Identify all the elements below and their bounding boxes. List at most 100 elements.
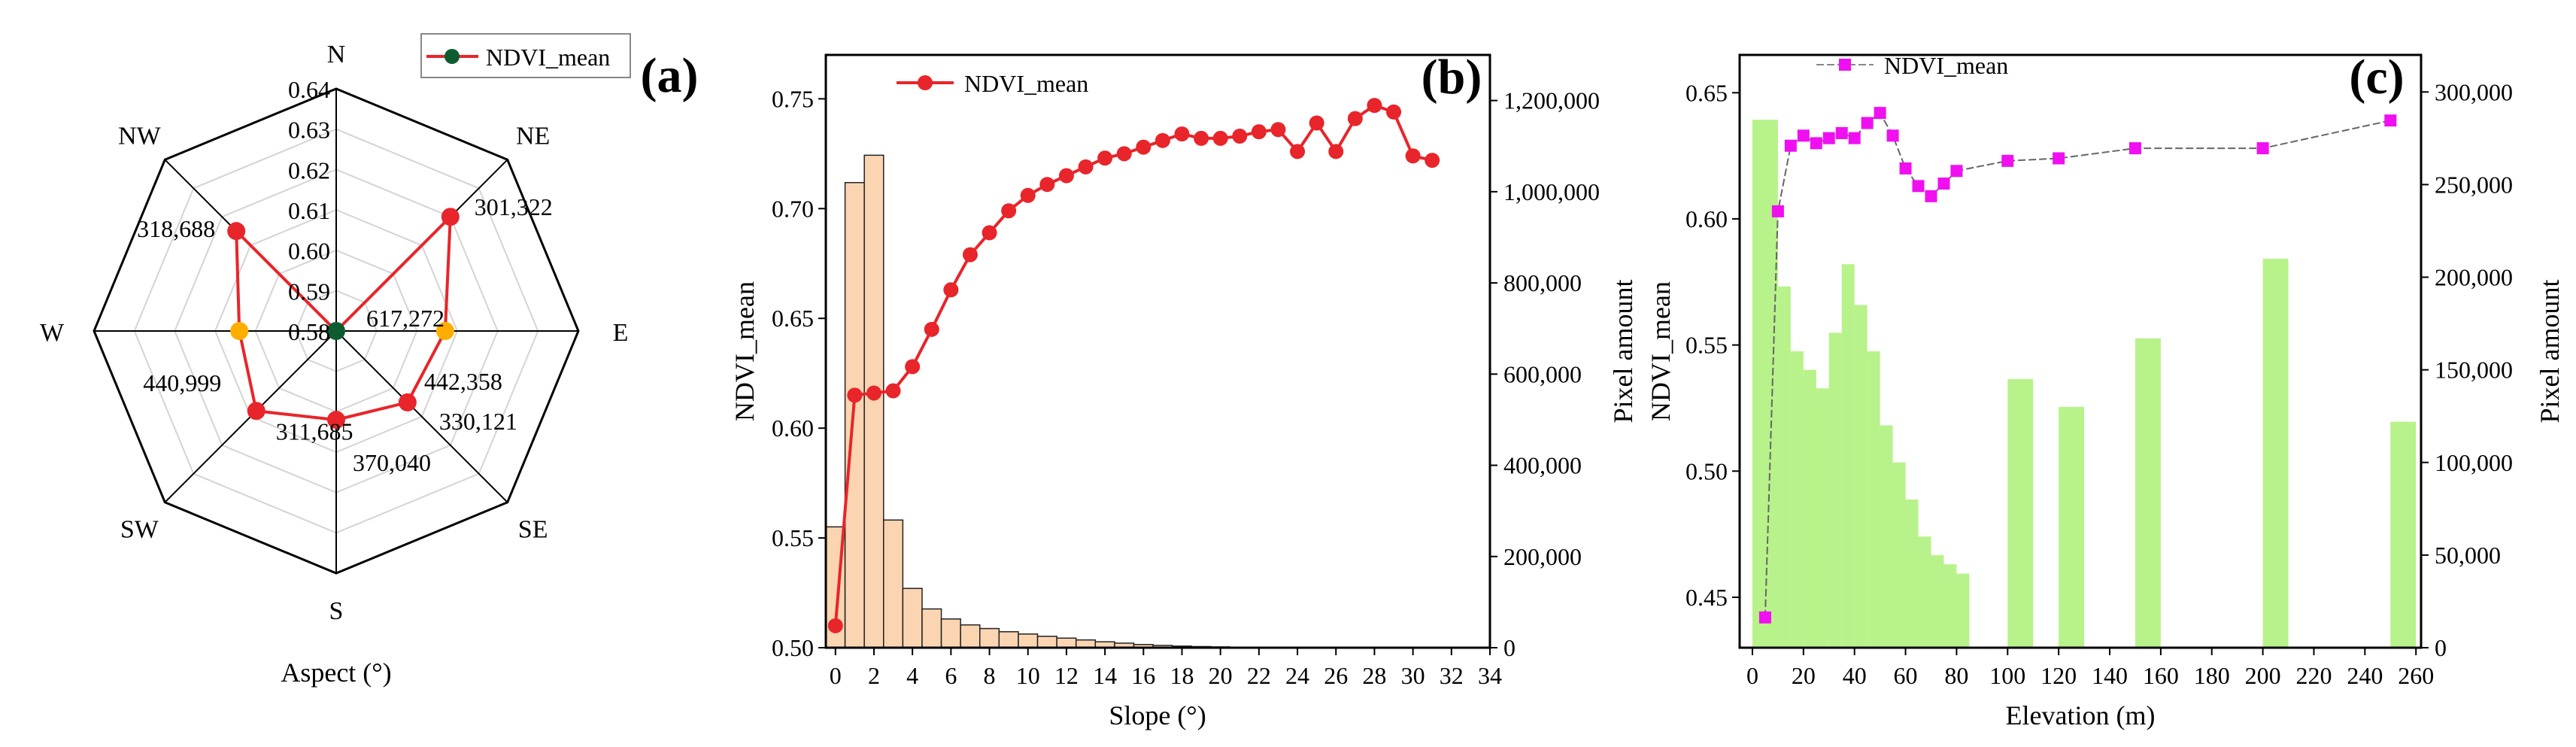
radar-panel: N NE E SE S SW W NW 0.58 0.59 0.60 0.61 0.62 0.63 0.6… <box>40 33 699 688</box>
b-x-tick-label: 4 <box>906 662 918 689</box>
c-x-tick-label: 200 <box>2245 662 2281 689</box>
c-point <box>1937 178 1950 190</box>
slope-ndvi-points <box>827 98 1440 633</box>
radar-pixel-label-nw: 318,688 <box>137 215 215 242</box>
c-point <box>1822 132 1835 144</box>
slope-ylabel-right: Pixel amount <box>1608 280 1638 424</box>
radar-legend-marker <box>445 49 460 64</box>
c-bar <box>1918 536 1931 648</box>
b-x-tick-label: 28 <box>1362 662 1386 689</box>
b-x-tick-label: 10 <box>1016 662 1040 689</box>
b-x-tick-label: 14 <box>1093 662 1117 689</box>
b-bar <box>960 624 981 648</box>
c-bar <box>1752 120 1778 648</box>
b-y-right-tick-label: 1,000,000 <box>1503 178 1600 205</box>
c-y-left-tick-label: 0.60 <box>1685 205 1728 232</box>
c-y-right-tick-label: 0 <box>2435 634 2447 661</box>
slope-y-left-ticks: 0.50 0.55 0.60 0.65 0.70 0.75 <box>772 85 826 661</box>
c-point <box>1899 162 1912 175</box>
c-point <box>1835 126 1848 139</box>
b-point <box>1328 144 1344 159</box>
slope-panel-label: (b) <box>1422 50 1482 105</box>
c-point <box>1848 132 1861 144</box>
b-bar <box>1018 633 1039 648</box>
radar-spoke <box>335 330 508 503</box>
c-bar <box>1790 351 1804 648</box>
b-point <box>1039 177 1055 193</box>
b-point <box>1212 130 1228 146</box>
radar-tick-labels: 0.58 0.59 0.60 0.61 0.62 0.63 0.64 <box>288 76 330 345</box>
b-bar <box>921 608 942 648</box>
b-point <box>1001 203 1017 219</box>
c-bar <box>1841 264 1855 648</box>
elevation-ylabel-right: Pixel amount <box>2535 280 2565 424</box>
slope-y-right-ticks: 0 200,000 400,000 600,000 800,000 1,000,000 1,… <box>1490 87 1600 661</box>
b-bar <box>940 618 961 648</box>
c-bar <box>1956 573 1970 648</box>
elevation-panel-label: (c) <box>2349 50 2404 105</box>
c-bar <box>1892 462 1906 648</box>
c-point <box>1797 129 1810 142</box>
b-x-tick-label: 12 <box>1054 662 1079 689</box>
c-y-right-tick-label: 100,000 <box>2435 449 2513 476</box>
c-point <box>1861 117 1874 129</box>
c-y-right-tick-label: 50,000 <box>2435 542 2501 569</box>
radar-point-n <box>327 322 345 340</box>
b-x-tick-label: 24 <box>1285 662 1309 689</box>
b-point <box>1405 148 1421 164</box>
c-x-tick-label: 260 <box>2398 662 2434 689</box>
c-x-tick-label: 120 <box>2040 662 2077 689</box>
b-point <box>847 387 863 403</box>
slope-plot-frame <box>824 53 1491 649</box>
b-y-left-tick-label: 0.55 <box>772 524 814 551</box>
b-bar <box>902 588 923 648</box>
c-bar <box>2390 421 2417 648</box>
b-x-tick-label: 8 <box>984 662 996 689</box>
b-point <box>1270 122 1286 138</box>
slope-bars <box>825 154 1270 648</box>
elevation-legend-label: NDVI_mean <box>1884 52 2008 79</box>
slope-legend-marker <box>918 75 933 90</box>
radar-direction-label: N <box>327 41 346 68</box>
elevation-bars <box>1752 120 2417 648</box>
slope-legend-label: NDVI_mean <box>964 70 1088 97</box>
radar-point-ne <box>441 208 460 226</box>
radar-direction-label: SE <box>518 516 548 544</box>
radar-point-e <box>435 322 454 340</box>
radar-legend: NDVI_mean <box>420 33 631 78</box>
radar-legend-label: NDVI_mean <box>486 44 610 71</box>
b-point <box>943 282 959 298</box>
b-y-right-tick-label: 200,000 <box>1503 543 1582 570</box>
c-point <box>1758 611 1771 624</box>
radar-direction-label: S <box>329 597 344 625</box>
c-y-right-tick-label: 250,000 <box>2435 171 2513 198</box>
b-point <box>827 618 843 633</box>
c-bar <box>2007 378 2034 648</box>
radar-point-se <box>398 393 417 411</box>
c-point <box>1810 137 1822 150</box>
radar-tick-label: 0.62 <box>288 156 330 184</box>
b-y-left-tick-label: 0.70 <box>772 195 814 222</box>
elevation-legend: NDVI_mean <box>1816 52 2008 79</box>
b-y-left-tick-label: 0.65 <box>772 305 814 332</box>
c-y-right-tick-label: 300,000 <box>2435 78 2513 105</box>
c-point <box>1886 129 1899 142</box>
radar-panel-label: (a) <box>641 48 699 103</box>
c-x-tick-label: 40 <box>1843 662 1867 689</box>
c-bar <box>1931 554 1944 648</box>
radar-point-s <box>327 411 345 430</box>
b-x-tick-label: 26 <box>1324 662 1348 689</box>
radar-direction-label: NE <box>516 122 550 150</box>
b-y-right-tick-label: 800,000 <box>1503 269 1582 296</box>
elevation-legend-marker <box>1839 59 1851 71</box>
c-bar <box>1905 500 1919 648</box>
c-bar <box>1867 351 1880 648</box>
radar-tick-label: 0.60 <box>288 238 330 265</box>
radar-pixel-labels: 617,272 301,322 442,358 330,121 370,040311,6… <box>137 193 553 476</box>
radar-pixel-label-se: 330,121 <box>439 408 517 435</box>
c-bar <box>1880 425 1893 648</box>
slope-panel: 0 2 4 6 8 10 12 14 16 18 20 22 24 26 28 30 32 34 0.500.55… <box>730 50 1638 730</box>
slope-ylabel-left: NDVI_mean <box>730 281 760 421</box>
b-x-tick-label: 32 <box>1440 662 1464 689</box>
